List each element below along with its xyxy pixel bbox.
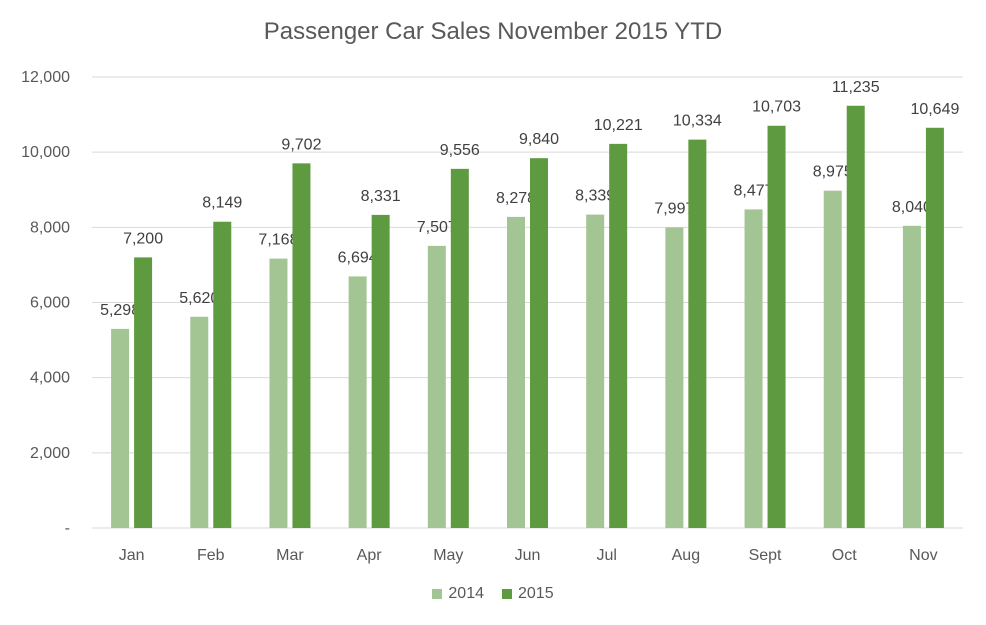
- legend: 2014 2015: [0, 585, 986, 603]
- chart-title: Passenger Car Sales November 2015 YTD: [263, 18, 723, 45]
- data-label-2015: 9,556: [440, 142, 480, 159]
- x-tick-label: May: [433, 547, 463, 564]
- bar-2014: [902, 225, 921, 528]
- y-tick-label: 6,000: [30, 295, 70, 312]
- bar-2015: [688, 139, 707, 528]
- y-tick-label: 4,000: [30, 370, 70, 387]
- bar-2014: [823, 190, 842, 529]
- bar-2015: [846, 105, 865, 528]
- bar-2014: [269, 258, 288, 528]
- y-tick-label: 10,000: [21, 144, 70, 161]
- bar-2015: [925, 127, 944, 528]
- x-tick-label: Oct: [832, 547, 857, 564]
- y-tick-label: -: [65, 520, 70, 537]
- data-label-2015: 10,703: [752, 99, 801, 116]
- data-label-2014: 5,298: [100, 302, 140, 319]
- data-label-2014: 6,694: [338, 249, 378, 266]
- x-tick-label: Apr: [357, 547, 383, 564]
- data-label-2014: 8,477: [734, 182, 774, 199]
- y-tick-label: 2,000: [30, 445, 70, 462]
- x-tick-label: Sept: [749, 547, 782, 564]
- bar-2015: [530, 158, 548, 528]
- bar-2014: [348, 276, 367, 528]
- bar-2015: [767, 125, 786, 529]
- data-label-2014: 8,040: [892, 199, 932, 216]
- bar-2015: [213, 221, 232, 529]
- data-label-2014: 7,507: [417, 219, 457, 236]
- legend-label-2015: 2015: [518, 585, 554, 602]
- data-label-2015: 10,221: [594, 117, 643, 134]
- bar-2014: [111, 328, 130, 528]
- data-label-2014: 8,975: [813, 164, 853, 181]
- bar-2014: [744, 209, 763, 529]
- bar-2014: [190, 316, 209, 528]
- y-tick-label: 8,000: [30, 219, 70, 236]
- bar-2014: [586, 214, 605, 528]
- data-label-2015: 8,149: [202, 195, 242, 212]
- bar-2014: [507, 216, 525, 528]
- bar-2015: [371, 214, 390, 528]
- bar-2015: [292, 163, 311, 528]
- legend-item-2015: 2015: [502, 585, 554, 603]
- legend-swatch-2015: [502, 589, 512, 599]
- legend-item-2014: 2014: [432, 585, 484, 603]
- data-label-2014: 8,278: [496, 190, 536, 207]
- bar-2015: [450, 168, 469, 528]
- data-label-2015: 9,702: [281, 136, 321, 153]
- legend-label-2014: 2014: [448, 585, 484, 602]
- x-tick-label: Mar: [276, 547, 304, 564]
- y-tick-label: 12,000: [21, 69, 70, 86]
- bar-2015: [134, 257, 153, 528]
- data-label-2014: 7,997: [654, 200, 694, 217]
- data-label-2015: 8,331: [361, 188, 401, 205]
- x-tick-label: Jan: [119, 547, 145, 564]
- bar-2014: [427, 245, 446, 528]
- bar-2015: [609, 143, 628, 528]
- data-label-2015: 10,649: [910, 101, 959, 118]
- data-label-2015: 9,840: [519, 131, 559, 148]
- x-tick-label: Nov: [909, 547, 937, 564]
- data-label-2014: 8,339: [575, 188, 615, 205]
- x-tick-label: Jun: [515, 547, 541, 564]
- bar-2014: [665, 227, 684, 528]
- x-tick-label: Feb: [197, 547, 225, 564]
- data-label-2014: 7,168: [258, 232, 298, 249]
- x-tick-label: Jul: [596, 547, 616, 564]
- data-label-2015: 11,235: [832, 79, 880, 96]
- data-label-2015: 7,200: [123, 230, 163, 247]
- x-tick-label: Aug: [672, 547, 700, 564]
- legend-swatch-2014: [432, 589, 443, 599]
- data-label-2014: 5,620: [179, 290, 219, 307]
- data-label-2015: 10,334: [673, 113, 722, 130]
